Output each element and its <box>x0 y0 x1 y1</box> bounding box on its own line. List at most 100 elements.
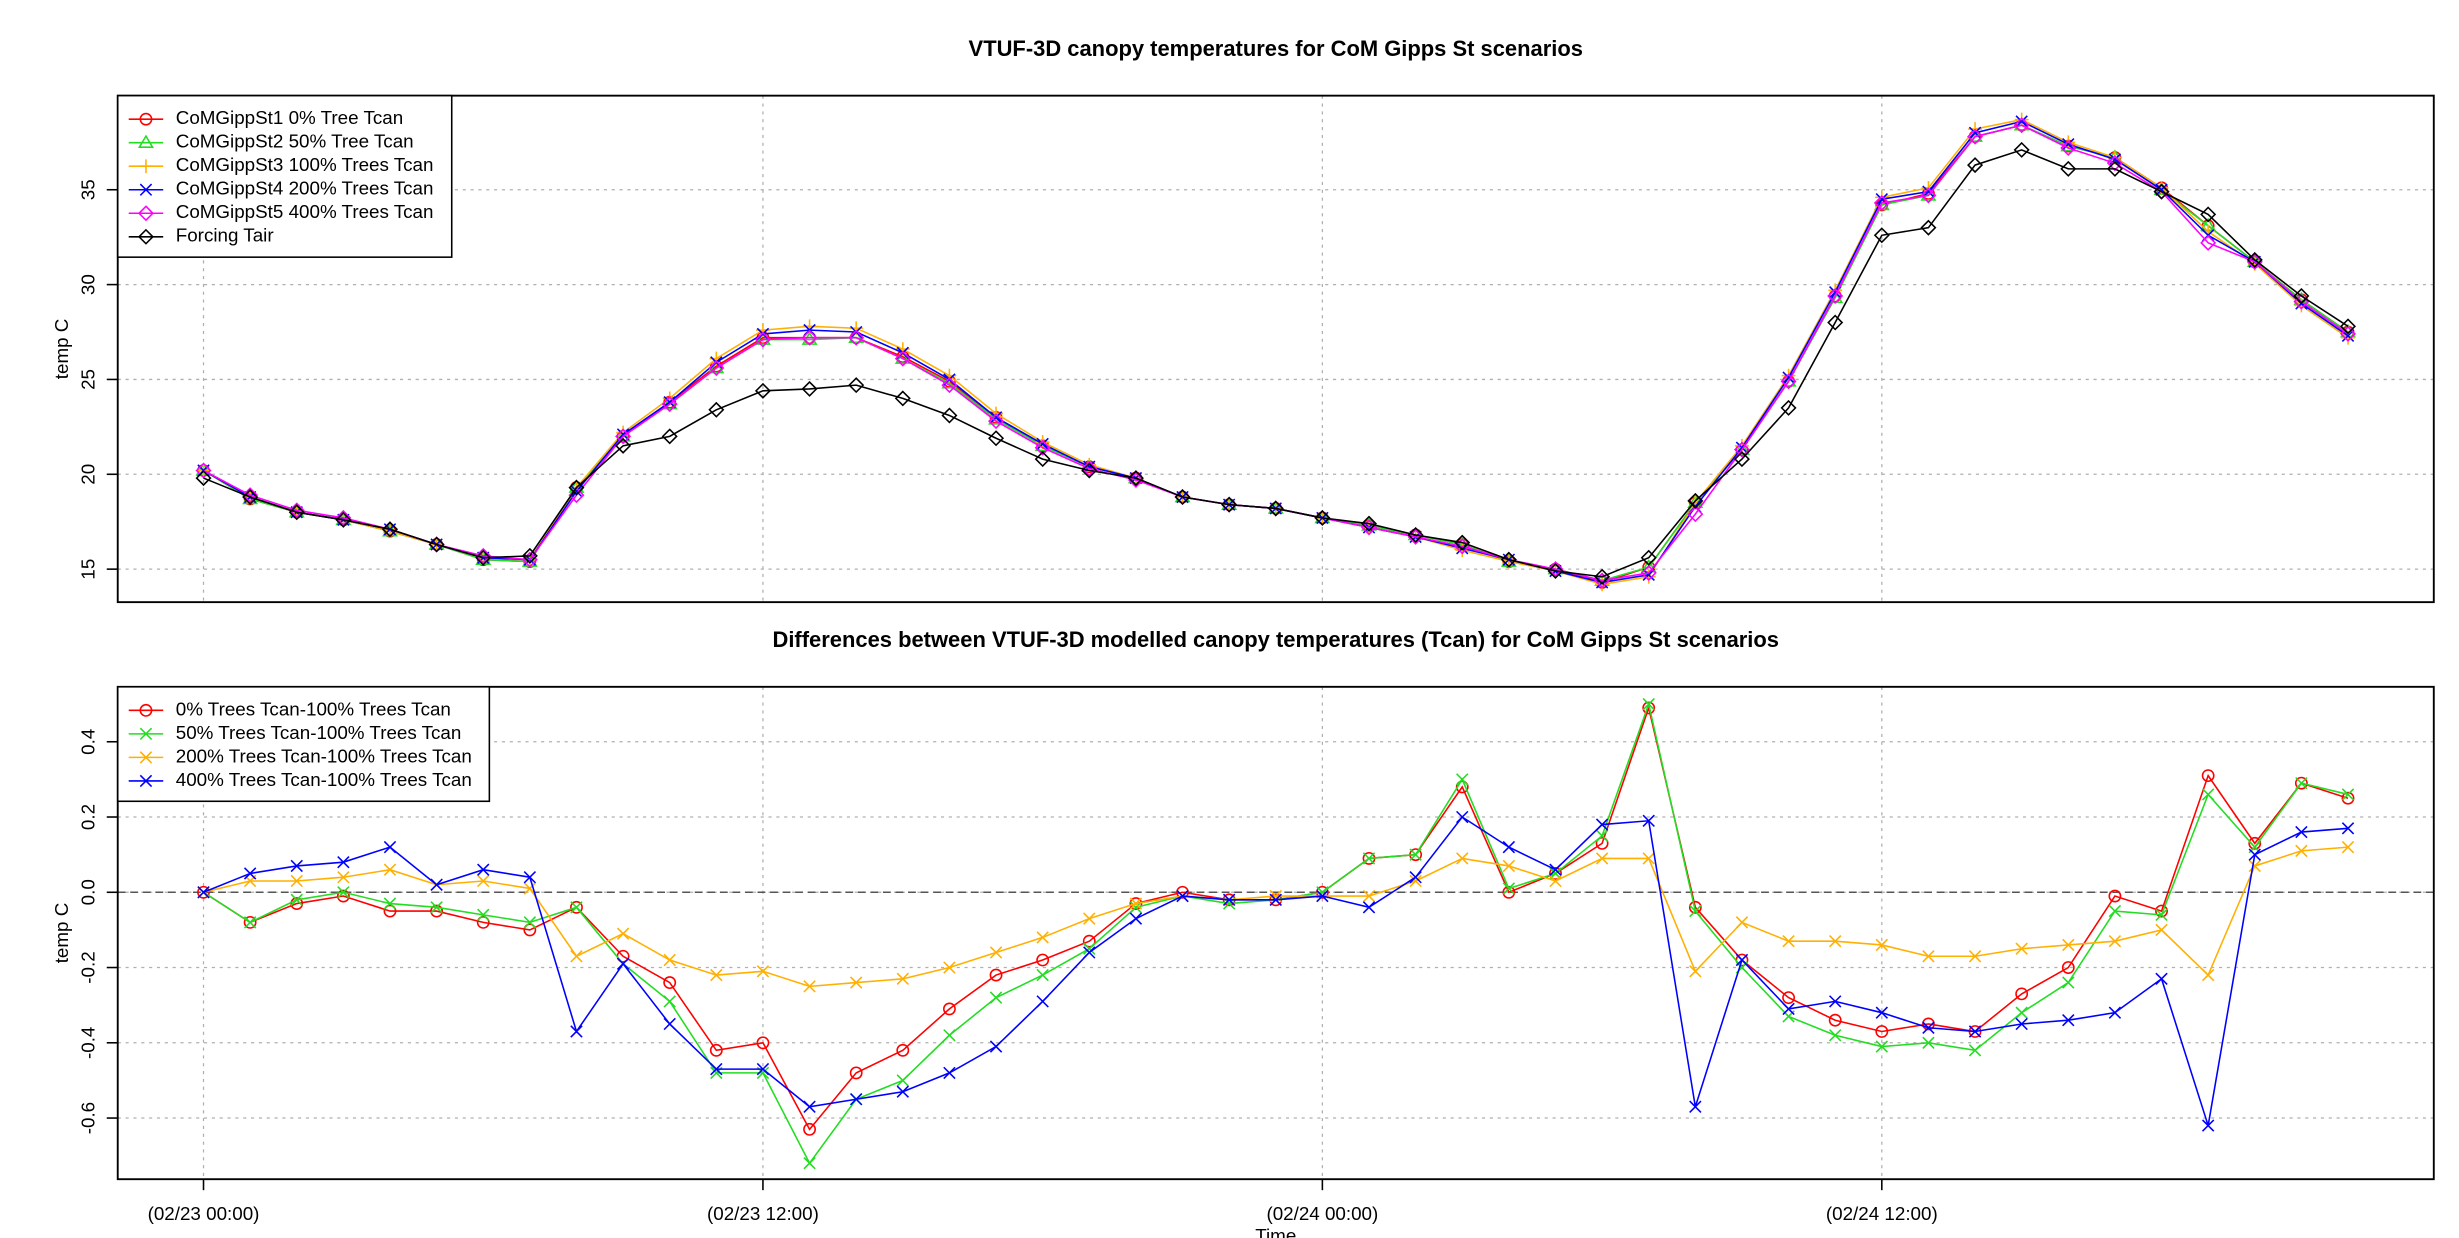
marker <box>2293 287 2310 304</box>
marker <box>381 521 398 538</box>
marker <box>1735 953 1749 967</box>
marker <box>383 863 397 876</box>
plot-frame <box>116 685 2435 1181</box>
marker <box>1502 882 1516 895</box>
marker <box>1782 991 1796 1005</box>
marker <box>337 855 350 869</box>
marker <box>1174 489 1191 506</box>
marker <box>1222 893 1236 907</box>
marker <box>1782 934 1795 948</box>
marker <box>1221 496 1238 513</box>
marker <box>1688 900 1702 914</box>
marker <box>523 871 537 884</box>
marker <box>1269 893 1282 907</box>
marker <box>2060 140 2077 157</box>
marker <box>2062 1014 2075 1027</box>
marker <box>801 380 818 397</box>
marker <box>754 331 771 348</box>
marker <box>2341 791 2355 805</box>
marker <box>2201 769 2215 783</box>
marker <box>2015 942 2028 955</box>
marker <box>290 874 303 888</box>
marker <box>1547 563 1564 580</box>
marker <box>1873 195 1890 212</box>
legend-marker <box>139 112 153 126</box>
marker <box>756 1062 770 1076</box>
marker <box>1129 912 1143 925</box>
marker <box>1780 399 1797 416</box>
y-tick-label: 20 <box>77 464 98 485</box>
marker <box>475 549 492 566</box>
legend-marker <box>139 703 153 717</box>
marker <box>197 886 210 899</box>
marker <box>2015 987 2029 1001</box>
marker <box>849 1093 863 1106</box>
marker <box>709 1043 723 1057</box>
marker <box>1873 227 1890 244</box>
marker <box>1407 526 1424 543</box>
marker <box>570 901 583 914</box>
marker <box>475 547 492 564</box>
legend-label: 50% Trees Tcan-100% Trees Tcan <box>176 722 462 743</box>
marker <box>2200 234 2217 251</box>
marker <box>896 1043 910 1057</box>
marker <box>2341 840 2355 854</box>
marker <box>663 995 676 1008</box>
marker <box>1409 871 1422 884</box>
marker <box>663 976 677 990</box>
marker <box>1640 564 1657 581</box>
x-tick-label: (02/23 12:00) <box>707 1203 819 1224</box>
marker <box>1640 549 1657 566</box>
marker <box>2248 859 2261 873</box>
marker <box>1922 1021 1935 1034</box>
marker <box>2062 938 2075 952</box>
marker <box>1176 885 1189 899</box>
marker <box>848 329 865 344</box>
marker <box>1083 942 1096 955</box>
marker <box>2201 968 2215 982</box>
marker <box>242 487 259 504</box>
marker <box>661 396 678 413</box>
y-axis-label: temp C <box>51 319 72 380</box>
marker <box>1827 314 1844 331</box>
marker <box>1034 439 1051 456</box>
marker <box>1314 509 1331 526</box>
marker <box>568 479 585 496</box>
marker <box>197 885 210 899</box>
chart-title: VTUF-3D canopy temperatures for CoM Gipp… <box>969 36 1583 61</box>
marker <box>1595 836 1609 850</box>
marker <box>1920 219 1937 236</box>
marker <box>1316 889 1329 903</box>
y-tick-label: 15 <box>77 559 98 580</box>
marker <box>2295 825 2308 839</box>
marker <box>941 377 958 394</box>
marker <box>1780 373 1797 390</box>
y-tick-label: -0.2 <box>77 951 98 983</box>
marker <box>849 325 863 339</box>
marker <box>1549 863 1562 876</box>
marker <box>2341 788 2355 801</box>
marker <box>1968 1044 1982 1057</box>
chart-title: Differences between VTUF-3D modelled can… <box>773 627 1779 652</box>
y-tick-label: 30 <box>77 274 98 295</box>
marker <box>1500 551 1517 568</box>
marker <box>2153 183 2170 200</box>
legend-marker <box>137 134 154 148</box>
legend-marker <box>139 774 153 788</box>
marker <box>2155 904 2168 918</box>
marker <box>337 871 350 884</box>
marker <box>1036 953 1050 967</box>
marker <box>2013 141 2030 158</box>
marker <box>430 904 444 918</box>
x-axis-label: Time <box>1255 1225 1296 1238</box>
marker <box>1687 506 1704 523</box>
marker <box>894 390 911 407</box>
marker <box>2155 923 2168 937</box>
marker <box>476 915 490 929</box>
marker <box>1129 897 1143 910</box>
marker <box>1360 515 1378 532</box>
marker <box>2108 934 2122 948</box>
marker <box>1733 441 1750 455</box>
marker <box>1875 938 1889 952</box>
marker <box>1875 1040 1889 1053</box>
